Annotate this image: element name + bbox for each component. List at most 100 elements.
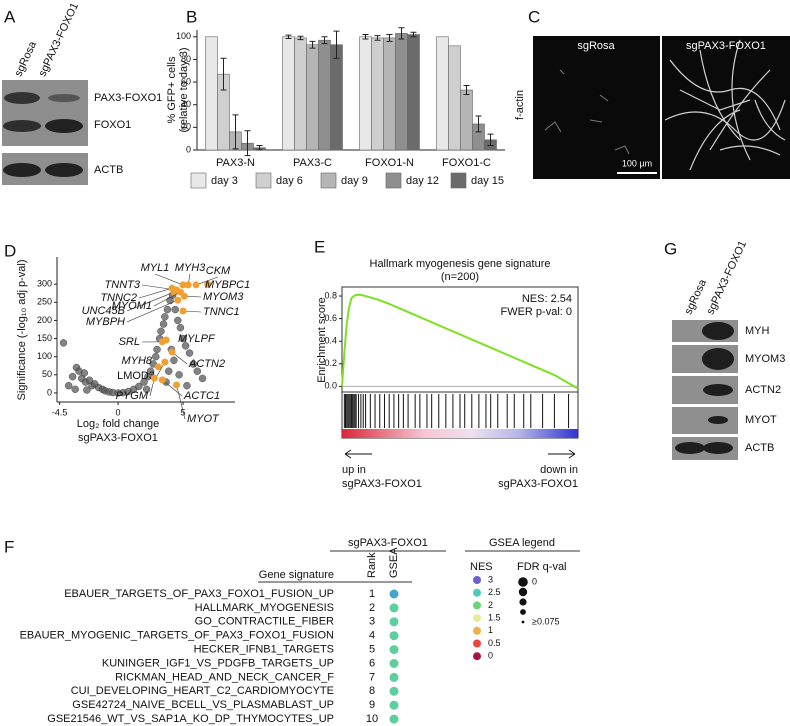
nes-label: 0.5: [488, 638, 501, 648]
error-bar: [374, 35, 381, 41]
group-header: sgPAX3-FOXO1: [348, 537, 428, 549]
highlight-point: [179, 281, 187, 289]
point: [181, 342, 190, 350]
panel-label: B: [186, 7, 197, 26]
signature-name: KUNINGER_IGF1_VS_PDGFB_TARGETS_UP: [102, 657, 334, 669]
error-bar: [285, 34, 292, 39]
leader-line: [126, 299, 178, 323]
bar: [318, 39, 331, 151]
panel-label: G: [664, 239, 677, 258]
error-bar: [333, 30, 340, 59]
error-bar: [487, 133, 494, 146]
bar: [407, 34, 420, 151]
leader-line: [176, 384, 186, 420]
gene-label: ACTN2: [188, 358, 225, 370]
highlight-point: [162, 336, 170, 344]
highlight-point: [204, 280, 212, 288]
gsea-dot: [389, 659, 399, 668]
signature-name: HECKER_IFNB1_TARGETS: [194, 644, 334, 656]
error-bar: [463, 84, 470, 96]
point: [174, 316, 182, 325]
direction-label: up in: [342, 464, 366, 476]
column-label: sgPAX3-FOXO1: [36, 1, 81, 78]
scale-bar-label: 100 µm: [622, 158, 652, 168]
nes-swatch: [473, 639, 481, 648]
gene-label: TNNT3: [105, 279, 141, 291]
error-bar: [398, 27, 405, 40]
highlight-point: [179, 307, 187, 315]
point: [163, 305, 172, 314]
y-axis-label: % GFP+ cells: [166, 56, 178, 123]
fdr-label: 0: [532, 576, 537, 586]
band-label: ACTN2: [745, 384, 781, 396]
signature-name: RICKMAN_HEAD_AND_NECK_CANCER_F: [115, 671, 334, 683]
column-header: Rank: [366, 552, 378, 578]
error-bar: [309, 40, 316, 49]
nes-swatch: [473, 652, 481, 661]
gene-label: MYOM3: [203, 291, 244, 303]
rank: 2: [369, 602, 375, 614]
bar: [383, 37, 396, 151]
point: [176, 323, 185, 332]
gsea-dot: [389, 714, 399, 724]
panel-label: F: [4, 537, 14, 556]
fdr-label: ≥0.075: [532, 616, 559, 626]
bar: [359, 36, 372, 151]
nes-label: 0: [488, 651, 493, 661]
column-label: sgPAX3-FOXO1: [686, 40, 766, 52]
nes-label: 1.5: [488, 612, 501, 622]
nes-swatch: [473, 614, 481, 623]
y-tick-label: 150: [37, 333, 52, 343]
gene-label: MYOM1: [112, 300, 152, 312]
gene-label: MYBPH: [86, 316, 125, 328]
gene-label: TNNC2: [100, 292, 137, 304]
signature-name: GSE21546_WT_VS_SAP1A_KO_DP_THYMOCYTES_UP: [47, 713, 334, 725]
signature-name: EBAUER_TARGETS_OF_PAX3_FOXO1_FUSION_UP: [64, 588, 334, 600]
rank: 9: [369, 699, 375, 711]
error-bar: [232, 114, 239, 150]
gene-label: MYH8: [121, 355, 152, 367]
bar: [460, 89, 473, 151]
y-tick-label: 40: [181, 99, 191, 109]
signature-name: GSE42724_NAIVE_BCELL_VS_PLASMABLAST_UP: [72, 699, 334, 711]
legend-subtitle: FDR q-val: [517, 561, 567, 573]
bar: [436, 36, 449, 151]
bar: [282, 36, 295, 151]
point: [64, 381, 73, 390]
fdr-swatch: [519, 598, 527, 606]
y-tick-label: 0.8: [324, 290, 337, 300]
highlight-point: [161, 358, 169, 366]
band-label: PAX3-FOXO1: [94, 92, 162, 104]
table-rules: [258, 550, 580, 583]
enrichment-line: [341, 293, 579, 390]
gene-label: TNNC1: [203, 306, 240, 318]
point: [140, 378, 148, 386]
y-axis-label: Significance (-log₁₀ adj p-val): [16, 260, 28, 401]
rank: 8: [369, 685, 375, 697]
gene-label: MYL1: [141, 262, 170, 274]
rank: 1: [369, 588, 375, 600]
band-label: ACTB: [745, 442, 774, 454]
point: [83, 386, 91, 394]
highlight-point: [158, 376, 166, 384]
fdr-swatch: [520, 609, 526, 615]
y-tick-label: 50: [42, 369, 52, 379]
gsea-dot: [389, 645, 399, 655]
rank: 6: [369, 657, 375, 669]
direction-label: down in: [540, 464, 578, 476]
gene-label: MYOT: [187, 413, 220, 425]
gene-label: UNC45B: [82, 305, 125, 317]
legend-subtitle: NES: [470, 561, 493, 573]
error-bar: [321, 36, 328, 45]
legend-swatch: [385, 172, 402, 189]
bar: [306, 44, 319, 151]
point: [183, 381, 191, 390]
point: [59, 339, 68, 347]
error-bar: [475, 115, 482, 133]
gene-label: MYLPF: [178, 333, 216, 345]
gsea-dot: [389, 700, 399, 710]
nes-swatch: [473, 588, 481, 597]
error-bar: [244, 130, 251, 157]
error-bar: [410, 31, 417, 38]
point: [157, 327, 165, 336]
